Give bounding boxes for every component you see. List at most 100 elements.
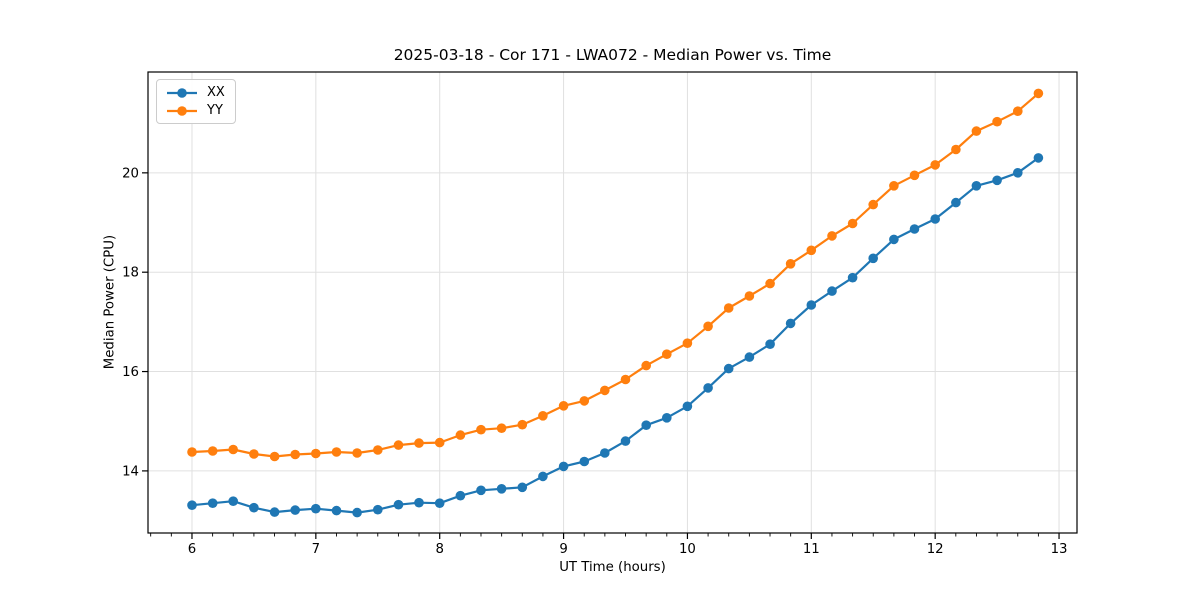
data-point-xx: [620, 436, 631, 446]
y-tick-label: 20: [122, 166, 139, 181]
x-tick-label: 9: [559, 542, 567, 557]
data-point-xx: [290, 505, 301, 515]
data-point-xx: [517, 482, 528, 493]
data-point-yy: [785, 259, 796, 269]
data-point-yy: [868, 199, 878, 210]
data-point-yy: [662, 349, 672, 360]
data-point-yy: [269, 451, 280, 462]
series-line-xx: [190, 156, 1040, 514]
data-point-yy: [290, 449, 301, 460]
data-point-yy: [228, 444, 238, 455]
data-point-yy: [249, 449, 259, 459]
data-point-yy: [930, 160, 940, 170]
y-axis-label: Median Power (CPU): [102, 234, 118, 370]
data-point-xx: [579, 456, 590, 467]
data-point-xx: [352, 507, 362, 518]
y-tick-label: 16: [122, 365, 139, 380]
x-tick-label: 6: [188, 542, 196, 557]
data-point-xx: [744, 352, 755, 362]
y-tick-label: 14: [122, 464, 139, 479]
data-point-yy: [455, 430, 466, 440]
data-point-xx: [311, 503, 321, 514]
data-point-yy: [414, 438, 424, 448]
x-tick-label: 12: [927, 542, 944, 557]
data-point-yy: [847, 218, 858, 229]
data-point-yy: [1033, 88, 1044, 99]
data-point-xx: [455, 490, 466, 501]
data-point-xx: [1033, 153, 1044, 163]
data-point-xx: [723, 363, 734, 374]
data-point-yy: [393, 440, 404, 450]
legend-item-yy: YY: [165, 104, 225, 117]
legend-line-sample-xx: [167, 87, 197, 98]
data-point-xx: [889, 234, 899, 245]
data-point-yy: [538, 411, 548, 421]
data-point-yy: [600, 385, 610, 396]
data-point-yy: [744, 291, 755, 301]
data-point-yy: [187, 447, 197, 457]
data-point-xx: [930, 214, 940, 224]
x-tick-label: 11: [803, 542, 820, 557]
data-point-xx: [1013, 168, 1023, 178]
data-point-yy: [1013, 106, 1023, 116]
data-point-yy: [517, 419, 528, 430]
data-point-xx: [765, 339, 775, 350]
data-point-xx: [909, 224, 920, 234]
legend-label-xx: XX: [207, 85, 225, 100]
data-point-xx: [868, 253, 878, 264]
data-point-yy: [723, 303, 734, 313]
x-tick-label: 10: [679, 542, 696, 557]
data-point-xx: [476, 485, 486, 496]
data-point-xx: [414, 497, 424, 508]
data-point-yy: [641, 360, 651, 371]
data-point-xx: [373, 504, 383, 515]
data-point-yy: [331, 447, 342, 457]
data-point-xx: [662, 413, 672, 423]
data-point-xx: [847, 272, 858, 283]
data-point-xx: [971, 181, 982, 191]
data-point-xx: [393, 499, 404, 510]
data-point-yy: [579, 396, 590, 406]
chart-title: 2025-03-18 - Cor 171 - LWA072 - Median P…: [393, 46, 832, 64]
data-point-yy: [971, 126, 982, 136]
data-point-yy: [476, 424, 486, 435]
data-point-yy: [951, 144, 961, 155]
data-point-yy: [992, 116, 1002, 127]
data-point-xx: [992, 175, 1002, 186]
data-point-yy: [352, 448, 362, 458]
y-tick-label: 18: [122, 266, 139, 281]
data-point-xx: [827, 286, 837, 296]
data-point-xx: [558, 461, 569, 472]
data-point-yy: [496, 423, 507, 434]
data-point-yy: [703, 321, 713, 332]
data-point-yy: [909, 170, 920, 181]
data-point-xx: [806, 300, 817, 310]
data-point-yy: [434, 437, 445, 448]
data-point-xx: [785, 318, 796, 329]
data-point-yy: [806, 245, 817, 256]
data-point-xx: [207, 498, 218, 509]
legend: XX YY: [156, 79, 236, 124]
x-tick-label: 8: [435, 542, 443, 557]
data-point-yy: [682, 338, 693, 349]
data-point-xx: [434, 498, 445, 509]
legend-line-sample-yy: [167, 105, 197, 116]
data-point-yy: [889, 181, 899, 191]
data-point-yy: [765, 278, 775, 289]
data-point-xx: [538, 471, 548, 482]
data-point-yy: [373, 445, 383, 455]
legend-label-yy: YY: [207, 103, 223, 118]
data-point-xx: [951, 197, 961, 208]
x-tick-label: 13: [1051, 542, 1068, 557]
data-point-xx: [600, 448, 610, 458]
data-point-yy: [620, 374, 631, 385]
data-point-xx: [269, 507, 280, 517]
data-point-yy: [558, 401, 569, 411]
x-tick-label: 7: [312, 542, 320, 557]
axes-spines: [147, 71, 1078, 534]
data-point-xx: [682, 401, 693, 412]
data-point-yy: [207, 446, 218, 456]
data-point-xx: [703, 383, 713, 393]
